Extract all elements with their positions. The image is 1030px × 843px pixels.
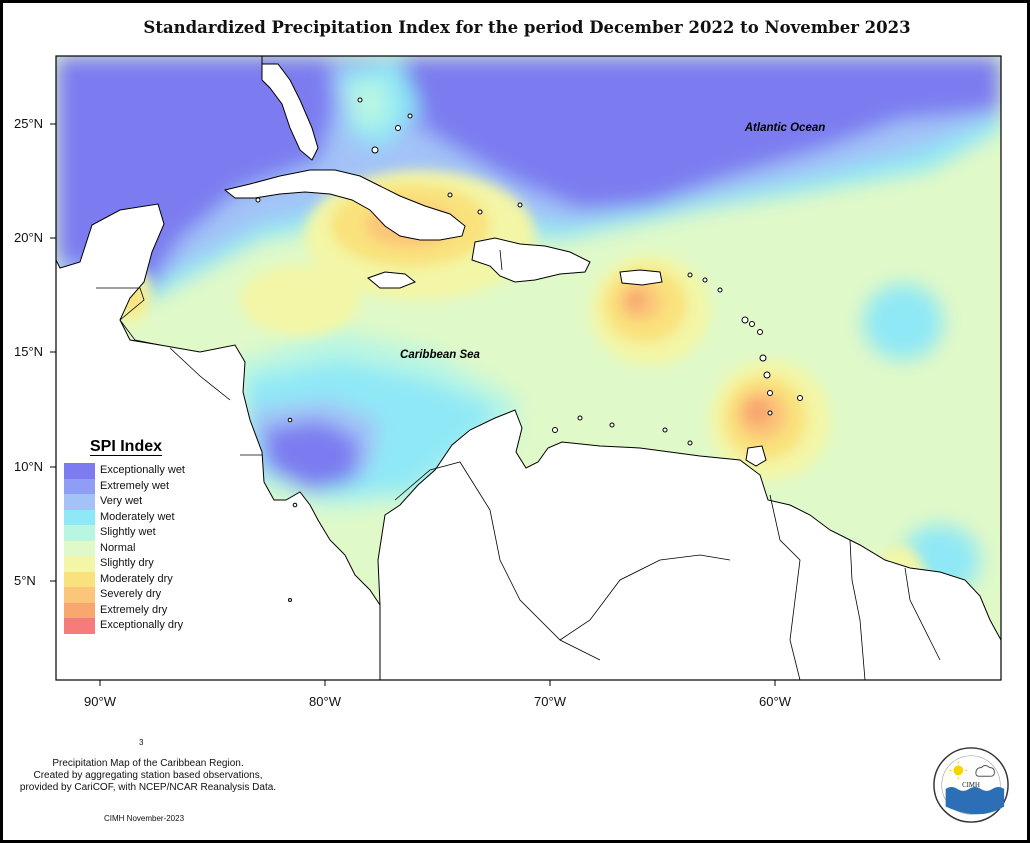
legend-swatch — [64, 509, 95, 525]
lat-tick-20n: 20°N — [14, 230, 44, 245]
legend-swatch — [64, 571, 95, 587]
legend-label: Slightly wet — [100, 526, 156, 538]
lon-tick-80w: 80°W — [309, 694, 341, 709]
legend-swatch — [64, 478, 95, 494]
extremely-dry-zone-puerto-rico — [627, 290, 645, 310]
legend-swatch — [64, 540, 95, 556]
land-puerto-rico — [619, 269, 663, 286]
footnote: Precipitation Map of the Caribbean Regio… — [8, 758, 288, 794]
legend-title: SPI Index — [90, 438, 163, 455]
legend-swatch — [64, 494, 95, 510]
spi-legend: SPI Index Exceptionally wet Extremely we… — [64, 438, 185, 634]
land-cuba — [223, 169, 466, 241]
lat-tick-5n: 5°N — [14, 573, 36, 588]
caribbean-sea-label: Caribbean Sea — [400, 349, 480, 361]
footnote-line: Created by aggregating station based obs… — [33, 770, 263, 781]
legend-item-exceptionally-dry: Exceptionally dry — [64, 618, 183, 634]
land-masses — [56, 56, 1001, 680]
map-title: Standardized Precipitation Index for the… — [143, 18, 911, 37]
land-mexico-central-america — [56, 203, 386, 680]
legend-label: Severely dry — [100, 588, 162, 600]
legend-label: Extremely dry — [100, 603, 168, 616]
legend-label: Exceptionally dry — [100, 619, 184, 631]
axis-tick-marks — [50, 123, 776, 686]
legend-item-slightly-dry: Slightly dry — [64, 556, 162, 572]
legend-swatch — [64, 602, 95, 618]
legend-label: Moderately dry — [100, 572, 173, 585]
page-mark: 3 — [139, 738, 144, 747]
lat-tick-25n: 25°N — [14, 116, 44, 131]
credit-text: CIMH November-2023 — [104, 814, 185, 823]
legend-item-moderately-dry: Moderately dry — [64, 571, 173, 587]
country-borders — [96, 249, 941, 680]
legend-item-very-wet: Very wet — [64, 494, 162, 510]
land-trinidad — [745, 445, 767, 467]
lon-tick-90w: 90°W — [84, 694, 116, 709]
slightly-dry-zone-yucatan — [240, 265, 360, 335]
footnote-line: provided by CariCOF, with NCEP/NCAR Rean… — [19, 782, 277, 793]
legend-item-severely-dry: Severely dry — [64, 587, 162, 603]
slightly-wet-zone-bahamas — [345, 80, 390, 130]
legend-items: Exceptionally wet Extremely wet Very wet… — [64, 463, 185, 634]
legend-item-moderately-wet: Moderately wet — [64, 509, 175, 525]
atlantic-ocean-label: Atlantic Ocean — [744, 122, 826, 134]
lon-tick-70w: 70°W — [534, 694, 566, 709]
legend-swatch — [64, 463, 95, 479]
lat-tick-15n: 15°N — [14, 344, 44, 359]
exceptionally-wet-zone-atlantic — [400, 56, 1001, 210]
legend-label: Exceptionally wet — [100, 464, 185, 476]
legend-label: Extremely wet — [100, 479, 170, 492]
lon-tick-60w: 60°W — [759, 694, 791, 709]
legend-swatch — [64, 556, 95, 572]
legend-item-slightly-wet: Slightly wet — [64, 525, 162, 541]
cimh-logo: CIMH — [933, 747, 1009, 823]
legend-swatch — [64, 587, 95, 603]
legend-item-exceptionally-wet: Exceptionally wet — [64, 463, 185, 479]
legend-label: Very wet — [100, 495, 143, 507]
legend-label: Normal — [100, 541, 136, 554]
legend-label: Slightly dry — [100, 557, 154, 569]
land-florida — [261, 56, 319, 161]
land-jamaica — [367, 271, 416, 289]
legend-item-extremely-wet: Extremely wet — [64, 478, 169, 494]
sun-icon — [953, 765, 964, 776]
extremely-dry-zone-barbados — [744, 398, 772, 426]
legend-swatch — [64, 525, 95, 541]
legend-label: Moderately wet — [100, 510, 175, 523]
legend-swatch — [64, 618, 95, 634]
land-south-america — [377, 409, 1001, 680]
waves-icon — [945, 786, 1005, 815]
exceptionally-wet-zone-southwest — [262, 420, 360, 492]
moderately-wet-zone-atlantic — [863, 284, 943, 360]
land-hispaniola — [471, 237, 591, 283]
lat-tick-10n: 10°N — [14, 459, 44, 474]
legend-item-extremely-dry: Extremely dry — [64, 602, 167, 618]
logo-text: CIMH — [962, 782, 980, 789]
cloud-icon — [975, 765, 995, 777]
small-islands — [255, 97, 803, 602]
map-border — [55, 55, 1002, 681]
legend-item-normal: Normal — [64, 540, 162, 556]
footnote-line: Precipitation Map of the Caribbean Regio… — [52, 758, 244, 769]
